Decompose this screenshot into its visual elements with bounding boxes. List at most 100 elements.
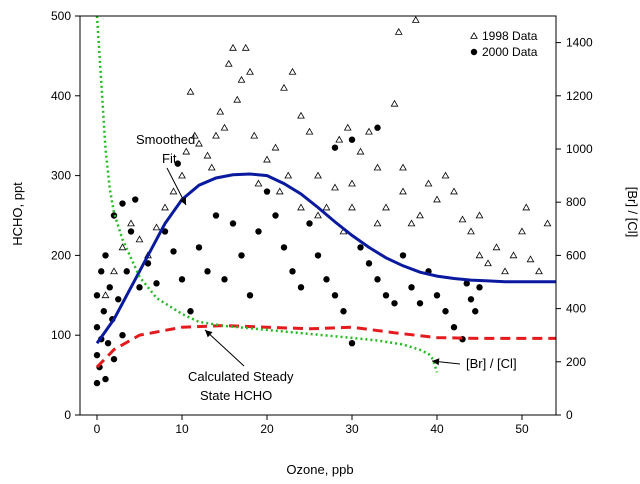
data-point-2000 (178, 276, 186, 283)
data-point-2000 (93, 324, 101, 331)
data-point-2000 (127, 228, 135, 235)
data-point-1998 (178, 171, 186, 179)
data-point-1998 (522, 203, 531, 211)
data-point-1998 (331, 183, 339, 191)
y-axis-label: HCHO, ppt (10, 182, 25, 246)
legend-marker-2000 (470, 48, 478, 56)
data-point-2000 (238, 252, 245, 259)
data-point-1998 (526, 255, 535, 263)
smoothed-fit-arrow (166, 167, 187, 206)
y-tick-label: 0 (64, 408, 71, 422)
x-tick-label: 50 (515, 422, 529, 436)
data-point-2000 (348, 339, 356, 347)
data-point-2000 (221, 276, 228, 283)
data-point-2000 (374, 124, 381, 131)
data-point-2000 (93, 351, 101, 359)
data-point-1998 (110, 267, 118, 275)
data-point-2000 (340, 308, 347, 315)
data-point-2000 (115, 296, 122, 303)
y-tick-label: 300 (51, 169, 71, 183)
data-point-1998 (343, 123, 352, 131)
data-point-1998 (127, 219, 135, 227)
data-point-2000 (110, 355, 118, 363)
y2-tick-label: 800 (566, 195, 586, 209)
data-point-1998 (101, 291, 110, 299)
y2-tick-label: 1000 (566, 142, 593, 156)
data-point-2000 (450, 324, 458, 331)
data-point-1998 (233, 95, 242, 103)
data-point-2000 (229, 220, 237, 227)
x-tick-label: 30 (345, 422, 359, 436)
data-point-2000 (348, 136, 356, 143)
data-point-2000 (153, 280, 160, 287)
legend-marker-1998 (470, 31, 478, 39)
data-point-1998 (161, 203, 169, 211)
data-point-1998 (314, 171, 322, 179)
steady-state-label-line2: State HCHO (200, 388, 272, 403)
data-point-1998 (543, 219, 552, 227)
data-point-1998 (484, 259, 492, 267)
data-point-2000 (323, 276, 330, 283)
y2-tick-label: 600 (566, 248, 586, 262)
data-point-1998 (348, 203, 356, 211)
data-point-1998 (169, 187, 178, 195)
data-point-1998 (297, 203, 305, 211)
data-point-2000 (476, 284, 483, 291)
chart-marks (93, 15, 556, 387)
data-point-2000 (104, 339, 112, 347)
legend-label-2000: 2000 Data (482, 45, 538, 59)
data-point-2000 (170, 248, 177, 255)
data-point-1998 (535, 267, 543, 275)
data-point-1998 (314, 211, 322, 219)
data-point-2000 (331, 144, 339, 151)
data-point-1998 (518, 227, 526, 235)
y2-tick-label: 200 (566, 355, 586, 369)
data-point-1998 (394, 27, 403, 35)
data-point-2000 (119, 332, 126, 339)
data-point-2000 (416, 300, 424, 307)
data-point-1998 (216, 107, 225, 115)
data-point-1998 (382, 203, 390, 211)
data-point-2000 (272, 212, 279, 219)
data-point-2000 (297, 284, 305, 291)
smoothed-fit-label-line1: Smoothed (136, 132, 195, 147)
data-point-1998 (509, 251, 518, 259)
data-point-1998 (152, 223, 161, 231)
data-point-1998 (288, 67, 297, 75)
data-point-2000 (314, 252, 322, 259)
data-point-1998 (203, 151, 212, 159)
data-point-2000 (391, 300, 398, 307)
steady-state-label-line1: Calculated Steady (188, 369, 294, 384)
data-point-1998 (450, 187, 458, 195)
data-point-2000 (442, 308, 449, 315)
steady-state-arrow (204, 329, 245, 367)
x-tick-label: 10 (175, 422, 189, 436)
data-point-1998 (186, 87, 195, 95)
data-point-1998 (458, 215, 467, 223)
data-point-1998 (407, 219, 416, 227)
y2-tick-label: 1200 (566, 89, 593, 103)
data-point-1998 (348, 179, 356, 187)
data-point-2000 (106, 284, 113, 291)
data-point-1998 (182, 147, 191, 155)
data-point-1998 (254, 179, 263, 187)
y2-tick-label: 1400 (566, 36, 593, 50)
data-point-1998 (118, 243, 127, 251)
data-point-2000 (132, 196, 139, 203)
chart-texts: Ozone, ppb HCHO, ppt [Br] / [Cl] 1998 Da… (10, 29, 640, 477)
br-cl-arrow (431, 358, 461, 366)
data-point-1998 (263, 155, 271, 163)
data-point-2000 (467, 296, 475, 303)
data-point-1998 (467, 227, 475, 235)
data-point-2000 (212, 212, 220, 219)
data-point-1998 (373, 219, 382, 227)
x-tick-label: 20 (260, 422, 274, 436)
data-point-1998 (335, 135, 344, 143)
data-point-1998 (220, 123, 229, 131)
data-point-2000 (246, 292, 254, 299)
data-point-2000 (161, 228, 169, 235)
data-point-2000 (463, 280, 470, 287)
data-point-2000 (472, 308, 479, 315)
data-point-2000 (374, 276, 381, 283)
